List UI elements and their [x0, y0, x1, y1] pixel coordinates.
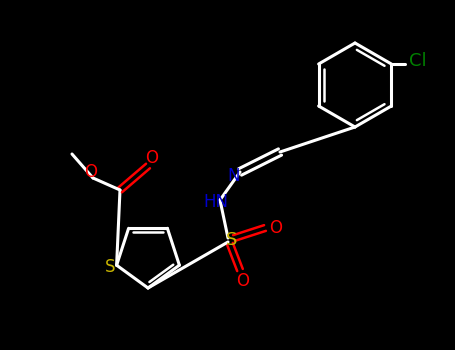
Text: O: O	[85, 163, 97, 181]
Text: S: S	[226, 231, 238, 249]
Text: O: O	[146, 149, 158, 167]
Text: S: S	[106, 258, 116, 276]
Text: O: O	[237, 272, 249, 290]
Text: N: N	[228, 167, 240, 185]
Text: HN: HN	[203, 193, 228, 211]
Text: O: O	[269, 219, 283, 237]
Text: Cl: Cl	[409, 52, 426, 70]
